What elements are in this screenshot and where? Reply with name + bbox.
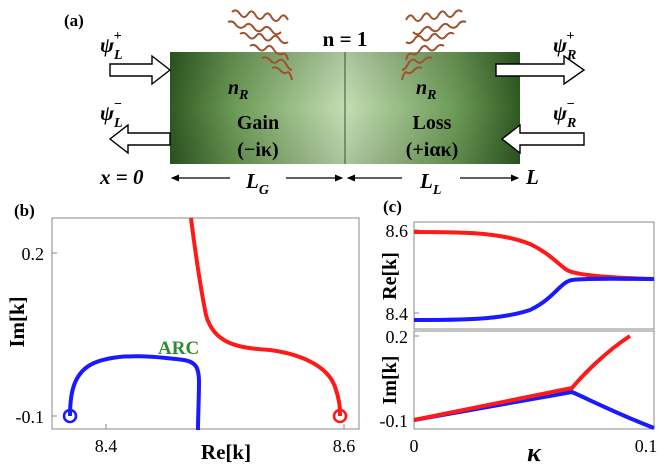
plot-c-top-ytick-label-8.6: 8.6: [386, 221, 409, 241]
arrow-psi-R-minus: [500, 123, 585, 155]
psi-R-plus: ψR+: [553, 29, 576, 63]
plot-c-xtick-label-0: 0: [410, 436, 419, 456]
plot-c-bottom-ytick-label-0.2: 0.2: [386, 327, 409, 347]
L-end-label: L: [525, 165, 539, 189]
pump-wave-right: [401, 9, 467, 81]
gain-label: Gain: [237, 112, 279, 134]
LG-label: LG: [245, 169, 269, 198]
loss-label: Loss: [413, 112, 452, 134]
plot-c-bottom-red-curve: [413, 334, 632, 422]
plot-c-xtick-label-0.1: 0.1: [635, 436, 658, 456]
plot-c-top-ytick-label-8.4: 8.4: [386, 304, 409, 324]
x0-label: x = 0: [99, 165, 144, 189]
pump-wave-left: [227, 9, 293, 81]
plot-b-blue-curve: [68, 354, 202, 431]
plot-c-top-red-curve: [413, 230, 655, 281]
arrow-psi-R-plus: [495, 54, 586, 86]
plot-b-red-curve: [189, 217, 342, 417]
plot-c-top-blue-curve: [413, 276, 655, 322]
panel-a-label: (a): [64, 11, 84, 30]
arrow-psi-L-plus: [109, 54, 172, 86]
plot-b-ytick-label--0.1: -0.1: [16, 407, 45, 427]
loss-param: (+iακ): [406, 139, 459, 161]
plot-b-ytick-label-0.2: 0.2: [22, 244, 45, 264]
LL-label: LL: [419, 169, 441, 198]
plot-b-ylabel: Im[k]: [5, 296, 29, 347]
plot-b-frame: [51, 217, 360, 430]
plot-b-xtick-label-8.4: 8.4: [95, 436, 118, 456]
plot-b-blue-endpoint: [62, 408, 78, 424]
plot-c-bottom-ylabel: Im[k]: [379, 356, 401, 405]
gain-param: (−iκ): [237, 139, 278, 161]
n-outside: n = 1: [323, 27, 368, 51]
right-index: nR: [416, 77, 436, 103]
plot-c-xlabel: κ: [527, 438, 542, 466]
plot-c-bottom-blue-curve: [413, 389, 655, 430]
psi-L-minus: ψL−: [100, 97, 123, 131]
plot-b-red-endpoint: [332, 408, 348, 424]
psi-R-minus: ψR−: [553, 97, 576, 131]
plot-b-arc-annotation: ARC: [158, 338, 199, 359]
plot-b-xtick-label-8.6: 8.6: [333, 436, 356, 456]
plot-c-bottom-ytick-label--0.1: -0.1: [380, 411, 409, 431]
plot-c-top-ylabel: Re[k]: [379, 252, 401, 300]
panel-b-label: (b): [14, 201, 35, 220]
panel-c-label: (c): [383, 197, 402, 216]
left-index: nR: [228, 77, 248, 103]
plot-b-xlabel: Re[k]: [201, 440, 251, 464]
psi-L-plus: ψL+: [100, 29, 123, 63]
arrow-psi-L-minus: [108, 123, 171, 155]
